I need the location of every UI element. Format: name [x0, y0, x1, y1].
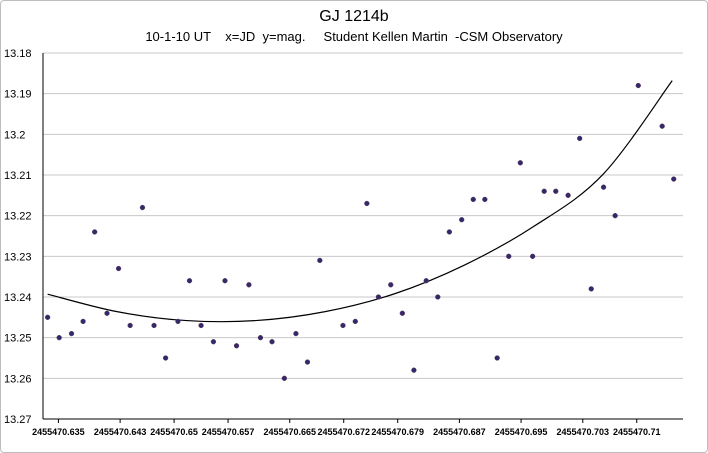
- y-tick-label: 13.18: [4, 48, 32, 60]
- x-tick-label: 2455470.687: [433, 427, 486, 437]
- trendline-group: [47, 80, 673, 323]
- data-point: [162, 355, 169, 361]
- data-point: [494, 355, 500, 361]
- data-point: [293, 330, 299, 337]
- y-tick-label: 13.23: [4, 251, 32, 263]
- x-tick-label: 2455470.679: [371, 427, 424, 437]
- x-tick-label: 2455470.71: [613, 427, 661, 437]
- data-point: [246, 282, 252, 288]
- x-tick-label: 2455470.635: [32, 427, 85, 437]
- x-tick-label: 2455470.703: [556, 427, 609, 437]
- gridlines: [42, 52, 683, 420]
- y-tick-label: 13.27: [4, 414, 32, 426]
- data-point: [411, 367, 417, 373]
- data-point: [541, 188, 547, 194]
- data-point: [671, 176, 677, 182]
- data-point: [80, 318, 86, 325]
- chart-title: GJ 1214b: [319, 8, 389, 25]
- data-point: [506, 253, 512, 259]
- data-point: [186, 278, 193, 284]
- data-point: [92, 229, 98, 235]
- y-tick-label: 13.24: [4, 292, 32, 304]
- y-tick-label: 13.25: [4, 333, 32, 345]
- data-point: [600, 184, 607, 190]
- x-axis: 2455470.635 2455470.643 2455470.65 2455470.…: [32, 419, 661, 437]
- y-tick-label: 13.2: [4, 129, 25, 141]
- x-tick-label: 2455470.665: [263, 427, 316, 437]
- x-tick-label: 2455470.695: [495, 427, 548, 437]
- data-point: [364, 200, 370, 207]
- data-point: [304, 359, 311, 365]
- data-point: [459, 217, 465, 223]
- data-point: [375, 294, 382, 300]
- data-point: [340, 322, 346, 329]
- data-point: [482, 196, 488, 203]
- data-point: [281, 375, 287, 381]
- data-point: [210, 339, 217, 345]
- data-point: [233, 343, 240, 349]
- y-axis: 13.18 13.19 13.2 13.21 13.22 13.23 13.24 13.25 1…: [4, 48, 32, 426]
- data-point: [269, 339, 275, 345]
- y-tick-label: 13.26: [4, 373, 32, 385]
- data-point: [635, 82, 641, 89]
- data-point: [222, 278, 228, 284]
- y-tick-label: 13.21: [4, 170, 32, 182]
- data-point: [388, 282, 394, 288]
- data-point: [68, 330, 75, 337]
- data-point: [612, 213, 618, 219]
- data-point: [553, 188, 559, 194]
- data-point: [115, 265, 122, 272]
- data-point: [44, 314, 51, 320]
- data-point: [435, 294, 441, 300]
- data-point: [565, 192, 571, 198]
- data-point: [257, 335, 264, 341]
- trendline: [47, 80, 673, 323]
- data-point: [423, 278, 429, 284]
- data-point: [317, 257, 323, 264]
- data-point: [577, 135, 583, 142]
- data-points: [44, 82, 677, 381]
- data-point: [198, 322, 204, 329]
- data-point: [352, 318, 358, 325]
- x-tick-label: 2455470.672: [317, 427, 370, 437]
- data-point: [588, 286, 594, 292]
- data-point: [659, 123, 665, 129]
- data-point: [446, 229, 453, 235]
- x-tick-label: 2455470.657: [202, 427, 255, 437]
- data-point: [56, 335, 62, 341]
- x-tick-label: 2455470.643: [94, 427, 147, 437]
- x-tick-label: 2455470.65: [150, 427, 198, 437]
- data-point: [151, 322, 157, 329]
- y-tick-label: 13.19: [4, 89, 32, 101]
- data-point: [517, 160, 523, 166]
- chart-subtitle: 10-1-10 UT x=JD y=mag. Student Kellen Ma…: [145, 29, 563, 44]
- data-point: [175, 318, 181, 325]
- data-point: [529, 253, 536, 259]
- data-point: [470, 196, 476, 203]
- data-point: [399, 310, 405, 316]
- data-point: [104, 310, 110, 316]
- data-point: [139, 204, 146, 211]
- data-point: [127, 322, 133, 329]
- y-tick-label: 13.22: [4, 211, 32, 223]
